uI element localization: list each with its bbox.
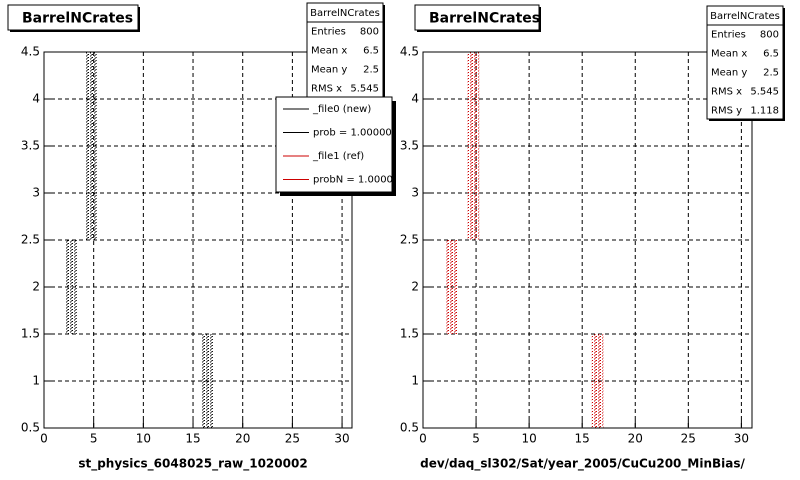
stats-label: Mean x [711,49,747,60]
stats-value: 1.118 [750,106,779,117]
stats-label: Mean x [311,46,347,57]
stats-label: RMS y [711,106,742,117]
y-tick-label: 1.5 [21,327,40,341]
stats-value: 5.545 [750,87,779,98]
y-tick-label: 4.5 [400,45,419,59]
point-cluster [65,240,77,334]
x-tick-label: 25 [285,432,300,446]
chart-title: BarrelNCrates [22,11,133,27]
y-tick-label: 2.5 [400,233,419,247]
y-tick-label: 2 [411,280,419,294]
stats-box [306,2,384,98]
x-tick-label: 5 [472,432,480,446]
legend: _file0 (new) prob = 1.000000 _file1 (ref) p… [283,104,399,186]
stats-value: 800 [760,30,779,41]
stats-value: 800 [360,27,379,38]
point-cluster [446,240,459,334]
legend-label: _file0 (new) [312,104,371,115]
y-tick-label: 2 [32,280,40,294]
point-cluster [591,334,604,428]
legend-label: probN = 1.00000 [313,175,399,186]
frame-border [43,51,353,429]
y-tick-label: 4 [411,92,419,106]
title-box [414,4,540,31]
stats-label: Entries [711,30,746,41]
legend-label: _file1 (ref) [312,151,364,162]
stats-header: BarrelNCrates [710,11,780,22]
stats-value: 2.5 [763,68,779,79]
title-box [7,4,139,31]
y-tick-label: 2.5 [21,233,40,247]
stats-value: 6.5 [763,49,779,60]
stats-label: RMS x [711,87,742,98]
y-tick-label: 1.5 [400,327,419,341]
stats-box [706,5,784,120]
legend-box [275,96,393,193]
frame-border [422,51,753,429]
stats-value: 5.545 [350,84,379,95]
x-tick-label: 10 [136,432,151,446]
legend-label: prob = 1.000000 [313,128,398,139]
y-tick-label: 3 [411,186,419,200]
chart-title: BarrelNCrates [429,11,540,27]
stats-value: 2.5 [363,65,379,76]
x-tick-label: 0 [40,432,48,446]
y-tick-label: 3.5 [400,139,419,153]
x-tick-label: 20 [235,432,250,446]
x-tick-label: 25 [681,432,696,446]
x-tick-label: 15 [185,432,200,446]
x-tick-label: 10 [521,432,536,446]
x-axis-title: dev/daq_sl302/Sat/year_2005/CuCu200_MinB… [420,457,745,472]
x-axis-title: st_physics_6048025_raw_1020002 [78,457,307,472]
y-tick-label: 0.5 [21,421,40,435]
x-tick-label: 20 [628,432,643,446]
x-tick-label: 5 [90,432,98,446]
point-cluster [467,52,480,240]
y-tick-label: 1 [32,374,40,388]
stats-label: Mean y [311,65,347,76]
point-cluster [85,52,97,240]
stats-label: Mean y [711,68,747,79]
stats-label: Entries [311,27,346,38]
x-tick-label: 30 [334,432,349,446]
y-tick-label: 0.5 [400,421,419,435]
point-cluster [201,334,213,428]
x-tick-label: 15 [575,432,590,446]
y-tick-label: 1 [411,374,419,388]
y-tick-label: 3.5 [21,139,40,153]
y-tick-label: 4 [32,92,40,106]
stats-header: BarrelNCrates [310,8,380,19]
x-tick-label: 0 [419,432,427,446]
y-tick-label: 3 [32,186,40,200]
stats-value: 6.5 [363,46,379,57]
y-tick-label: 4.5 [21,45,40,59]
x-tick-label: 30 [734,432,749,446]
stats-label: RMS x [311,84,342,95]
